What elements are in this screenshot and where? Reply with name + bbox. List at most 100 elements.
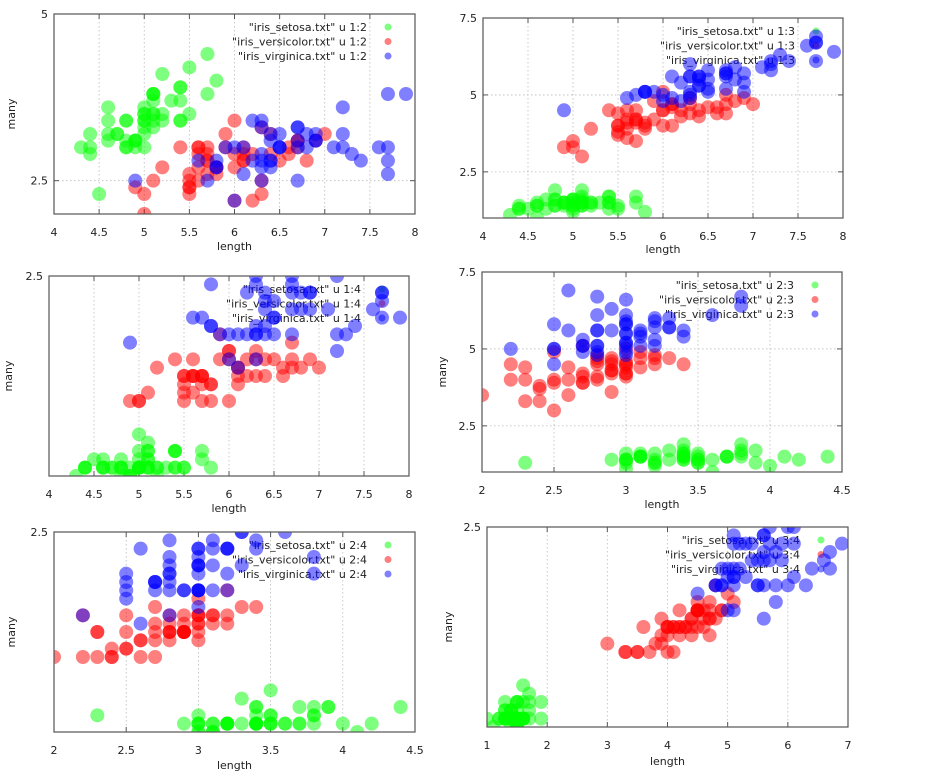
data-point (748, 443, 763, 458)
data-point (584, 121, 598, 136)
series-setosa (487, 678, 549, 727)
data-point (393, 700, 408, 714)
x-tick-label: 5.5 (175, 488, 193, 501)
data-point (768, 595, 783, 609)
x-tick-label: 4 (767, 484, 774, 497)
data-point (530, 198, 544, 213)
data-point (633, 351, 648, 366)
x-axis-label: length (644, 498, 679, 511)
data-point (137, 120, 152, 135)
data-point (263, 683, 278, 698)
data-point (804, 561, 819, 576)
data-point (245, 113, 260, 128)
x-tick-label: 7 (316, 488, 323, 501)
data-point (186, 352, 200, 367)
data-point (234, 716, 249, 731)
data-point (666, 620, 681, 634)
data-point (220, 583, 235, 598)
data-point (182, 107, 197, 121)
data-point (222, 394, 236, 408)
data-point (128, 173, 143, 188)
data-point (705, 308, 720, 323)
y-tick-label: 7.5 (460, 12, 478, 25)
data-point (744, 536, 759, 551)
data-point (561, 360, 576, 375)
data-point (162, 575, 177, 589)
data-point (249, 600, 264, 614)
data-point (834, 536, 848, 551)
data-point (249, 700, 264, 714)
legend-marker (384, 52, 392, 60)
data-point (285, 352, 299, 367)
data-point (285, 327, 299, 342)
data-point (380, 153, 395, 168)
data-point (195, 452, 209, 467)
series-virginica (128, 87, 413, 208)
x-tick-label: 4.5 (833, 484, 851, 497)
data-point (159, 460, 173, 475)
data-point (200, 47, 215, 61)
data-point (690, 586, 705, 601)
data-point (619, 452, 633, 467)
legend-marker (811, 296, 819, 303)
data-point (303, 302, 317, 317)
data-point (119, 641, 134, 656)
data-point (254, 187, 269, 201)
y-tick-label: 7.5 (459, 266, 477, 279)
data-point (719, 81, 733, 96)
data-point (364, 716, 379, 731)
data-point (647, 84, 661, 99)
chart-panel-1: 4 4.5 5 5.5 6 6.5 7 7.5 8 2.5 5 length many "iris_set… (5, 8, 419, 253)
data-point (619, 338, 633, 353)
x-tick-label: 3 (195, 744, 202, 757)
data-point (348, 319, 362, 333)
data-point (683, 87, 697, 102)
data-point (168, 444, 182, 458)
data-point (786, 536, 801, 551)
data-point (380, 140, 395, 155)
data-point (254, 153, 269, 168)
data-point (827, 44, 841, 59)
data-point (205, 725, 220, 732)
y-axis-label: many (436, 356, 449, 387)
data-point (132, 394, 146, 408)
data-point (137, 207, 152, 214)
data-point (173, 80, 188, 95)
chart-panel-3: 44.555.566.577.582.5lengthmany"iris_seto… (2, 270, 413, 515)
x-tick-label: 4 (51, 226, 58, 239)
x-tick-label: 3.5 (262, 744, 280, 757)
y-axis-label: many (442, 611, 455, 642)
data-point (593, 195, 607, 210)
data-point (148, 600, 163, 614)
data-point (763, 458, 777, 472)
data-point (518, 360, 533, 375)
x-tick-label: 5.5 (609, 230, 627, 243)
data-point (227, 113, 242, 128)
data-point (182, 60, 197, 75)
data-point (150, 360, 164, 375)
series-virginica (123, 276, 407, 375)
data-point (809, 35, 823, 50)
legend-label: "iris_virginica.txt" u 2:3 (665, 308, 794, 321)
data-point (590, 289, 605, 304)
data-point (191, 600, 206, 614)
data-point (604, 301, 619, 316)
data-point (726, 578, 741, 593)
data-point (204, 319, 218, 333)
points-layer (482, 283, 835, 472)
data-point (518, 394, 533, 409)
data-point (611, 201, 625, 216)
x-tick-label: 5 (570, 230, 577, 243)
data-point (503, 357, 518, 372)
data-point (200, 87, 215, 101)
data-point (518, 372, 533, 387)
data-point (762, 527, 777, 534)
data-point (195, 369, 209, 383)
data-point (604, 363, 619, 378)
data-point (132, 427, 146, 442)
y-axis-label: many (5, 616, 18, 647)
data-point (619, 292, 633, 307)
data-point (119, 140, 134, 155)
series-setosa (69, 427, 218, 476)
data-point (87, 452, 101, 467)
